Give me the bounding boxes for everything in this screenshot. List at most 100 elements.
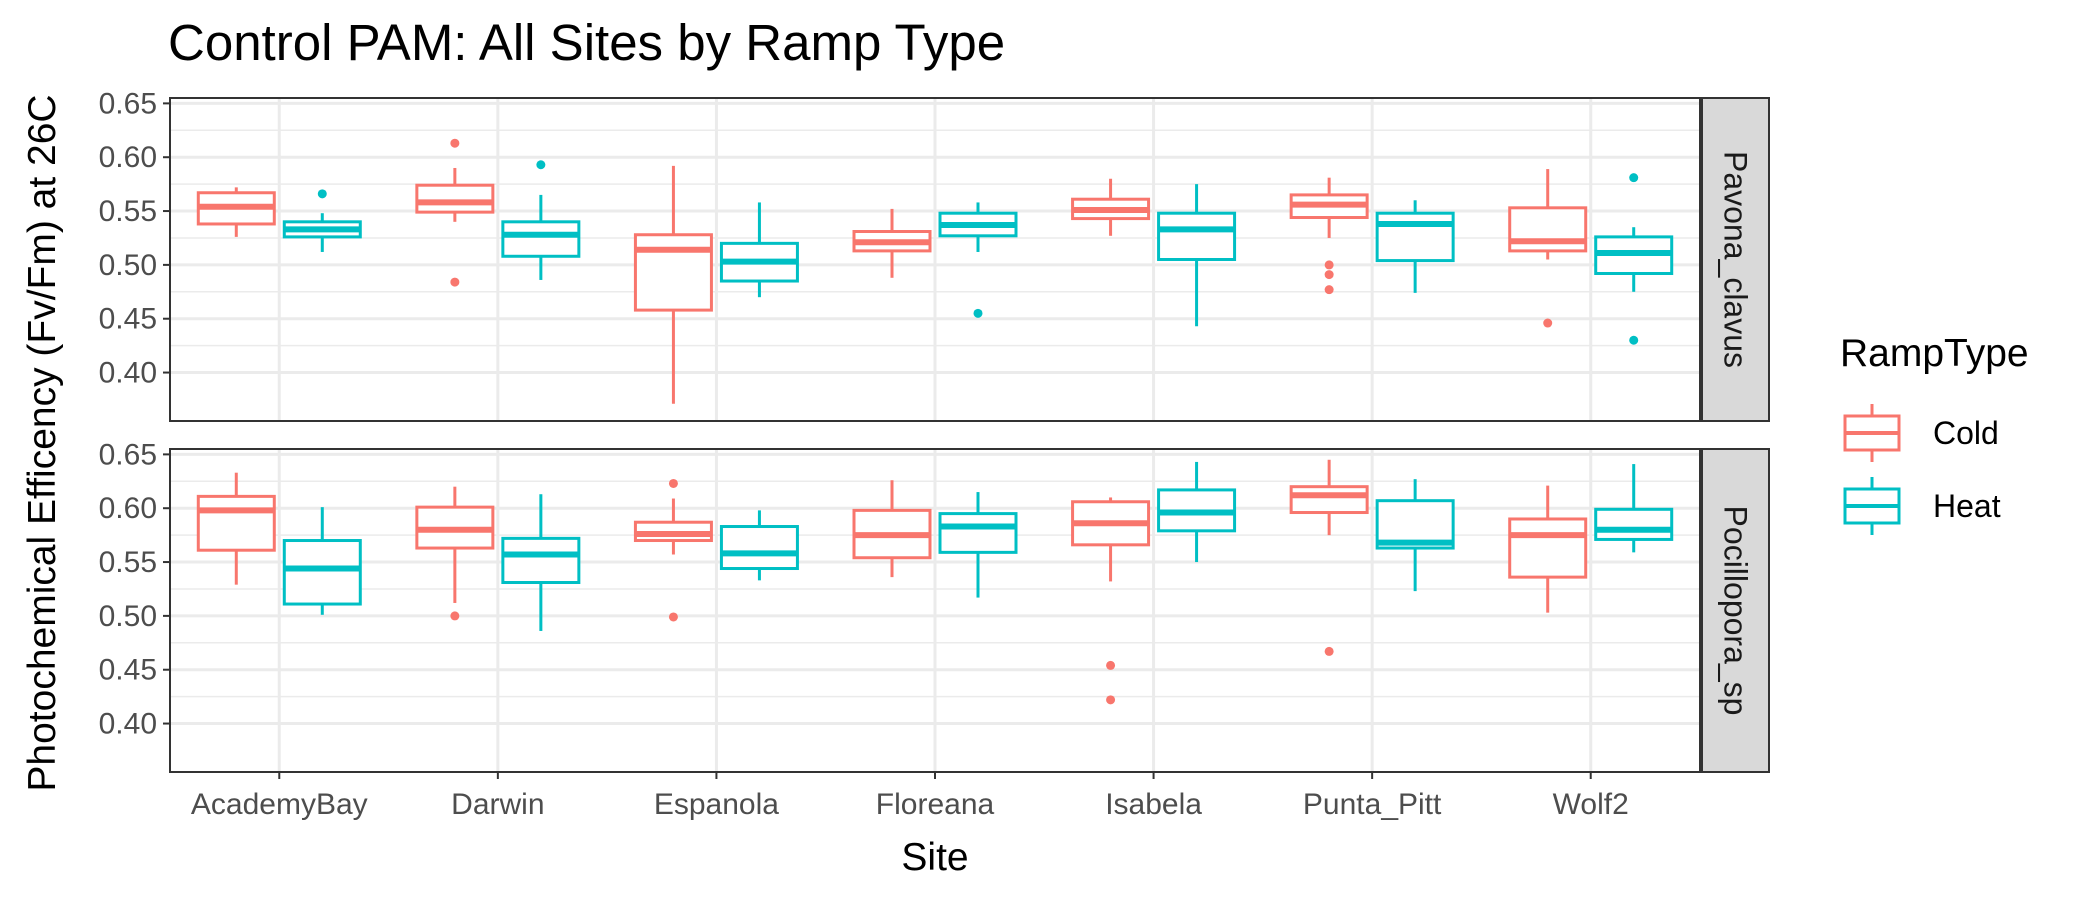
panel-border bbox=[169, 97, 1701, 422]
facet-panel: 0.40 0.45 0.50 0.55 0.60 0.65 Pocillopora_sp bbox=[99, 438, 1770, 773]
legend-title: RampType bbox=[1840, 332, 2029, 375]
box-body bbox=[415, 183, 495, 214]
x-axis-title: Site bbox=[901, 836, 968, 879]
y-tick-label: 0.50 bbox=[99, 600, 157, 633]
x-tick-label: Darwin bbox=[451, 788, 544, 821]
box-wolf2 bbox=[1594, 173, 1674, 345]
facet-strip bbox=[1701, 448, 1770, 773]
box-punta_pitt bbox=[1375, 200, 1455, 293]
series-heat bbox=[282, 461, 1674, 631]
legend-key-heat: Heat bbox=[1843, 477, 2001, 535]
legend: RampType Cold Heat bbox=[1840, 332, 2029, 535]
outlier-point bbox=[1324, 285, 1334, 295]
outlier-point bbox=[1324, 270, 1334, 280]
box-body bbox=[938, 512, 1018, 554]
legend-label: Cold bbox=[1933, 415, 1999, 451]
legend-label: Heat bbox=[1933, 488, 2001, 524]
box-floreana bbox=[938, 492, 1018, 598]
box-floreana bbox=[938, 202, 1018, 318]
outlier-point bbox=[1629, 335, 1639, 345]
box-body bbox=[1157, 211, 1237, 262]
box-espanola bbox=[633, 478, 713, 622]
box-body bbox=[501, 536, 581, 585]
outlier-point bbox=[668, 612, 678, 622]
outlier-point bbox=[450, 277, 460, 287]
box-body bbox=[282, 539, 362, 606]
y-tick-label: 0.55 bbox=[99, 195, 157, 228]
x-tick-label: Wolf2 bbox=[1553, 788, 1629, 821]
facet-panels: 0.400.450.500.550.600.65Pavona_clavus0.4… bbox=[99, 87, 1770, 773]
outlier-point bbox=[1106, 695, 1116, 705]
outlier-point bbox=[450, 611, 460, 621]
x-tick-label: Espanola bbox=[654, 788, 779, 821]
box-punta_pitt bbox=[1375, 479, 1455, 592]
box-isabela bbox=[1157, 461, 1237, 563]
box-body bbox=[1508, 517, 1588, 579]
box-darwin bbox=[415, 486, 495, 621]
box-body bbox=[1289, 485, 1369, 515]
outlier-point bbox=[1324, 646, 1334, 656]
box-academybay bbox=[196, 187, 276, 237]
box-academybay bbox=[282, 189, 362, 252]
facet-strip-label: Pocillopora_sp bbox=[1718, 506, 1754, 716]
x-axis: AcademyBay Darwin Espanola Floreana Isabela P… bbox=[191, 772, 1629, 821]
y-tick-label: 0.45 bbox=[99, 654, 157, 687]
x-tick-label: AcademyBay bbox=[191, 788, 368, 821]
box-isabela bbox=[1071, 497, 1151, 705]
x-tick-label: Isabela bbox=[1105, 788, 1202, 821]
outlier-point bbox=[450, 138, 460, 148]
box-isabela bbox=[1157, 184, 1237, 327]
outlier-point bbox=[1324, 260, 1334, 270]
box-wolf2 bbox=[1508, 169, 1588, 328]
box-espanola bbox=[719, 510, 799, 581]
box-darwin bbox=[501, 160, 581, 280]
y-tick-label: 0.50 bbox=[99, 249, 157, 282]
y-tick-label: 0.60 bbox=[99, 141, 157, 174]
series-cold bbox=[196, 138, 1588, 404]
box-body bbox=[196, 494, 276, 552]
series-cold bbox=[196, 459, 1588, 705]
legend-key-cold: Cold bbox=[1843, 404, 1999, 462]
box-body bbox=[1375, 211, 1455, 263]
y-axis-title: Photochemical Efficency (Fv/Fm) at 26C bbox=[21, 94, 64, 791]
y-tick-label: 0.55 bbox=[99, 546, 157, 579]
box-body bbox=[719, 525, 799, 571]
box-floreana bbox=[852, 208, 932, 278]
chart-title: Control PAM: All Sites by Ramp Type bbox=[168, 14, 1005, 71]
box-academybay bbox=[282, 507, 362, 615]
x-tick-label: Punta_Pitt bbox=[1303, 788, 1442, 821]
y-tick-label: 0.65 bbox=[99, 87, 157, 120]
y-tick-label: 0.65 bbox=[99, 438, 157, 471]
y-tick-label: 0.45 bbox=[99, 303, 157, 336]
box-floreana bbox=[852, 480, 932, 578]
series-heat bbox=[282, 160, 1674, 345]
box-body bbox=[633, 233, 713, 312]
box-body bbox=[501, 220, 581, 258]
x-tick-label: Floreana bbox=[876, 788, 995, 821]
box-body bbox=[1594, 507, 1674, 541]
facet-panel: 0.40 0.45 0.50 0.55 0.60 0.65 Pavona_clavus bbox=[99, 87, 1770, 422]
box-darwin bbox=[415, 138, 495, 287]
facet-strip bbox=[1701, 97, 1770, 422]
y-tick-label: 0.40 bbox=[99, 357, 157, 390]
outlier-point bbox=[668, 478, 678, 488]
box-wolf2 bbox=[1508, 485, 1588, 613]
y-tick-label: 0.60 bbox=[99, 492, 157, 525]
box-espanola bbox=[633, 165, 713, 404]
box-academybay bbox=[196, 472, 276, 585]
outlier-point bbox=[973, 308, 983, 318]
box-punta_pitt bbox=[1289, 459, 1369, 656]
box-wolf2 bbox=[1594, 464, 1674, 553]
outlier-point bbox=[317, 189, 327, 199]
box-espanola bbox=[719, 202, 799, 298]
y-tick-label: 0.40 bbox=[99, 708, 157, 741]
outlier-point bbox=[1106, 660, 1116, 670]
outlier-point bbox=[536, 160, 546, 170]
box-darwin bbox=[501, 494, 581, 631]
box-punta_pitt bbox=[1289, 177, 1369, 295]
box-isabela bbox=[1071, 178, 1151, 236]
outlier-point bbox=[1629, 173, 1639, 183]
facet-strip-label: Pavona_clavus bbox=[1718, 151, 1754, 368]
